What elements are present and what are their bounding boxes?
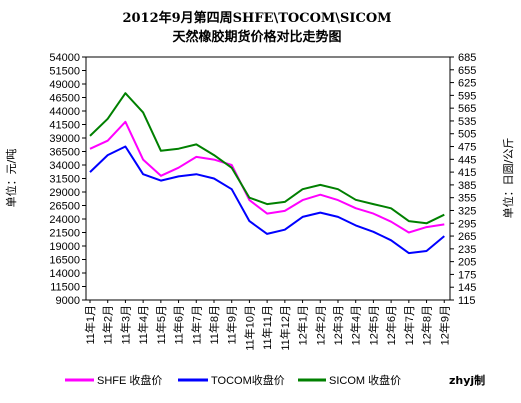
right-tick-label: 625 bbox=[458, 78, 476, 90]
plot-area bbox=[85, 56, 451, 301]
right-tick-label: 415 bbox=[458, 167, 476, 179]
x-tick-label: 12年6月 bbox=[384, 305, 398, 345]
left-tick-label: 54000 bbox=[49, 52, 80, 64]
x-tick-label: 12年7月 bbox=[402, 305, 416, 345]
right-tick-label: 505 bbox=[458, 129, 476, 141]
legend: SHFE 收盘价 TOCOM收盘价 SICOM 收盘价 bbox=[65, 373, 401, 387]
right-tick-label: 685 bbox=[458, 52, 476, 64]
right-axis-ticks: 1151451752052352652953253553854154454755… bbox=[450, 52, 476, 307]
series-line-1 bbox=[89, 145, 445, 255]
x-tick-label: 11年1月 bbox=[83, 305, 97, 345]
series-lines bbox=[89, 92, 445, 255]
left-tick-label: 46500 bbox=[49, 93, 80, 105]
left-tick-label: 24000 bbox=[49, 214, 80, 226]
right-tick-label: 655 bbox=[458, 65, 476, 77]
chart-title-line1: 2012年9月第四周SHFE\TOCOM\SICOM bbox=[122, 10, 391, 26]
left-tick-label: 39000 bbox=[49, 133, 80, 145]
right-tick-label: 565 bbox=[458, 103, 476, 115]
left-axis-title: 单位：元/吨 bbox=[4, 149, 18, 208]
x-tick-label: 11年10月 bbox=[242, 305, 256, 351]
series-line-2 bbox=[89, 92, 445, 225]
legend-label-shfe: SHFE 收盘价 bbox=[97, 373, 162, 387]
left-tick-label: 49000 bbox=[49, 79, 80, 91]
right-tick-label: 175 bbox=[458, 269, 476, 281]
right-tick-label: 355 bbox=[458, 193, 476, 205]
right-tick-label: 145 bbox=[458, 282, 476, 294]
right-tick-label: 385 bbox=[458, 180, 476, 192]
right-tick-label: 205 bbox=[458, 257, 476, 269]
x-tick-label: 12年9月 bbox=[437, 305, 451, 345]
x-tick-label: 12年2月 bbox=[313, 305, 327, 345]
right-tick-label: 115 bbox=[458, 295, 476, 307]
left-tick-label: 14000 bbox=[49, 268, 80, 280]
x-tick-label: 12年5月 bbox=[366, 305, 380, 345]
x-tick-label: 11年2月 bbox=[101, 305, 115, 345]
x-tick-label: 11年5月 bbox=[154, 305, 168, 345]
x-tick-label: 11年12月 bbox=[278, 305, 292, 351]
x-tick-label: 12年4月 bbox=[349, 305, 363, 345]
left-tick-label: 51500 bbox=[49, 66, 80, 78]
right-tick-label: 325 bbox=[458, 205, 476, 217]
x-tick-label: 12年3月 bbox=[331, 305, 345, 345]
watermark: zhyj制 bbox=[449, 373, 485, 387]
x-tick-label: 11年8月 bbox=[207, 305, 221, 345]
right-axis-title: 单位：日圆/公斤 bbox=[501, 138, 515, 219]
chart-title-line2: 天然橡胶期货价格对比走势图 bbox=[172, 29, 341, 45]
left-tick-label: 31500 bbox=[49, 174, 80, 186]
x-tick-label: 11年6月 bbox=[172, 305, 186, 345]
right-tick-label: 595 bbox=[458, 90, 476, 102]
left-tick-label: 9000 bbox=[56, 295, 80, 307]
right-tick-label: 535 bbox=[458, 116, 476, 128]
left-tick-label: 16500 bbox=[49, 255, 80, 267]
x-tick-label: 12年1月 bbox=[296, 305, 310, 345]
x-tick-label: 12年8月 bbox=[420, 305, 434, 345]
legend-label-tocom: TOCOM收盘价 bbox=[211, 373, 285, 387]
left-tick-label: 11500 bbox=[50, 282, 80, 294]
legend-label-sicom: SICOM 收盘价 bbox=[329, 373, 401, 387]
x-axis-ticks: 11年1月 11年2月 11年3月 11年4月 11年5月 11年6月 11年7月 11年8月… bbox=[83, 300, 451, 351]
x-tick-label: 11年3月 bbox=[118, 305, 132, 345]
left-tick-label: 21500 bbox=[49, 228, 80, 240]
left-tick-label: 34000 bbox=[49, 160, 80, 172]
left-tick-label: 26500 bbox=[49, 201, 80, 213]
series-line-0 bbox=[89, 120, 445, 234]
x-tick-label: 11年7月 bbox=[189, 305, 203, 345]
left-tick-label: 19000 bbox=[49, 241, 80, 253]
left-tick-label: 44000 bbox=[49, 106, 80, 118]
left-tick-label: 36500 bbox=[49, 147, 80, 159]
x-tick-label: 11年4月 bbox=[136, 305, 150, 345]
left-tick-label: 29000 bbox=[49, 187, 80, 199]
right-tick-label: 265 bbox=[458, 231, 476, 243]
x-tick-label: 11年11月 bbox=[260, 305, 274, 350]
x-tick-label: 11年9月 bbox=[225, 305, 239, 345]
right-tick-label: 295 bbox=[458, 218, 476, 230]
left-tick-label: 41500 bbox=[49, 120, 80, 132]
right-tick-label: 445 bbox=[458, 154, 476, 166]
right-tick-label: 475 bbox=[458, 142, 476, 154]
right-tick-label: 235 bbox=[458, 244, 476, 256]
